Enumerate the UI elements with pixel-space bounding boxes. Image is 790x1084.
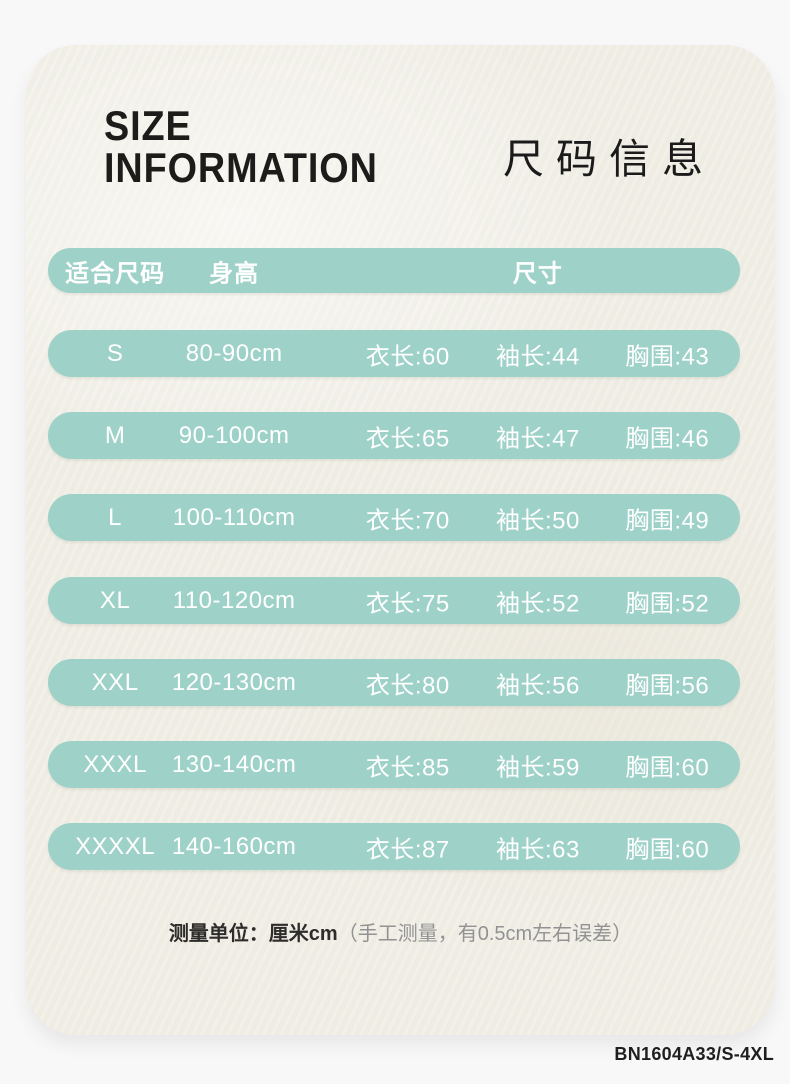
product-code: BN1604A33/S-4XL bbox=[614, 1044, 774, 1064]
cell-size: S bbox=[106, 339, 124, 367]
table-row-m: M 90-100cm 衣长:65 袖长:47 胸围:46 bbox=[48, 412, 740, 459]
cell-sleeve-length: 袖长:63 bbox=[495, 836, 580, 863]
cell-height: 90-100cm bbox=[178, 421, 290, 449]
cell-chest: 胸围:56 bbox=[625, 672, 710, 699]
table-header-row: 适合尺码 身高 尺寸 bbox=[48, 248, 740, 293]
table-row-xxxxl: XXXXL 140-160cm 衣长:87 袖长:63 胸围:60 bbox=[48, 823, 740, 870]
table-row-xxxl: XXXL 130-140cm 衣长:85 袖长:59 胸围:60 bbox=[48, 741, 740, 788]
cell-sleeve-length: 袖长:56 bbox=[495, 672, 580, 699]
measurement-note-label: 测量单位：厘米cm bbox=[168, 923, 338, 945]
cell-sleeve-length: 袖长:52 bbox=[495, 590, 580, 617]
table-row-s: S 80-90cm 衣长:60 袖长:44 胸围:43 bbox=[48, 330, 740, 377]
cell-height: 120-130cm bbox=[171, 668, 297, 696]
cell-size: M bbox=[104, 421, 126, 449]
cell-garment-length: 衣长:75 bbox=[365, 590, 450, 617]
cell-chest: 胸围:43 bbox=[625, 343, 710, 370]
cell-size: XXXL bbox=[83, 750, 147, 778]
column-header-measurements: 尺寸 bbox=[512, 260, 563, 287]
column-header-height: 身高 bbox=[209, 260, 260, 287]
measurement-note: 测量单位：厘米cm（手工测量，有0.5cm左右误差） bbox=[26, 917, 775, 946]
title-english-line1: SIZE bbox=[104, 102, 192, 149]
table-row-xl: XL 110-120cm 衣长:75 袖长:52 胸围:52 bbox=[48, 577, 740, 624]
title-english-line2: INFORMATION bbox=[104, 144, 378, 191]
cell-size: XL bbox=[99, 586, 131, 614]
cell-garment-length: 衣长:85 bbox=[365, 754, 450, 781]
cell-sleeve-length: 袖长:47 bbox=[495, 425, 580, 452]
cell-chest: 胸围:60 bbox=[625, 754, 710, 781]
cell-height: 100-110cm bbox=[172, 503, 296, 531]
cell-height: 140-160cm bbox=[171, 832, 297, 860]
cell-chest: 胸围:49 bbox=[625, 507, 710, 534]
column-header-size: 适合尺码 bbox=[65, 260, 166, 287]
cell-height: 130-140cm bbox=[171, 750, 297, 778]
cell-chest: 胸围:52 bbox=[625, 590, 710, 617]
cell-size: XXL bbox=[91, 668, 139, 696]
title-chinese: 尺码信息 bbox=[503, 136, 715, 182]
cell-sleeve-length: 袖长:59 bbox=[495, 754, 580, 781]
table-row-xxl: XXL 120-130cm 衣长:80 袖长:56 胸围:56 bbox=[48, 659, 740, 706]
cell-height: 110-120cm bbox=[172, 586, 296, 614]
cell-size: XXXXL bbox=[75, 832, 156, 860]
cell-size: L bbox=[108, 503, 123, 531]
cell-sleeve-length: 袖长:44 bbox=[495, 343, 580, 370]
measurement-note-detail: （手工测量，有0.5cm左右误差） bbox=[337, 923, 633, 945]
table-row-l: L 100-110cm 衣长:70 袖长:50 胸围:49 bbox=[48, 494, 740, 541]
cell-chest: 胸围:60 bbox=[625, 836, 710, 863]
cell-chest: 胸围:46 bbox=[625, 425, 710, 452]
size-info-card: SIZE INFORMATION 尺码信息 适合尺码 身高 尺寸 S 80-90… bbox=[26, 45, 775, 1035]
cell-garment-length: 衣长:60 bbox=[365, 343, 450, 370]
cell-height: 80-90cm bbox=[185, 339, 283, 367]
cell-garment-length: 衣长:80 bbox=[365, 672, 450, 699]
cell-garment-length: 衣长:87 bbox=[365, 836, 450, 863]
cell-sleeve-length: 袖长:50 bbox=[495, 507, 580, 534]
cell-garment-length: 衣长:65 bbox=[365, 425, 450, 452]
cell-garment-length: 衣长:70 bbox=[365, 507, 450, 534]
title-english: SIZE INFORMATION bbox=[104, 105, 378, 189]
